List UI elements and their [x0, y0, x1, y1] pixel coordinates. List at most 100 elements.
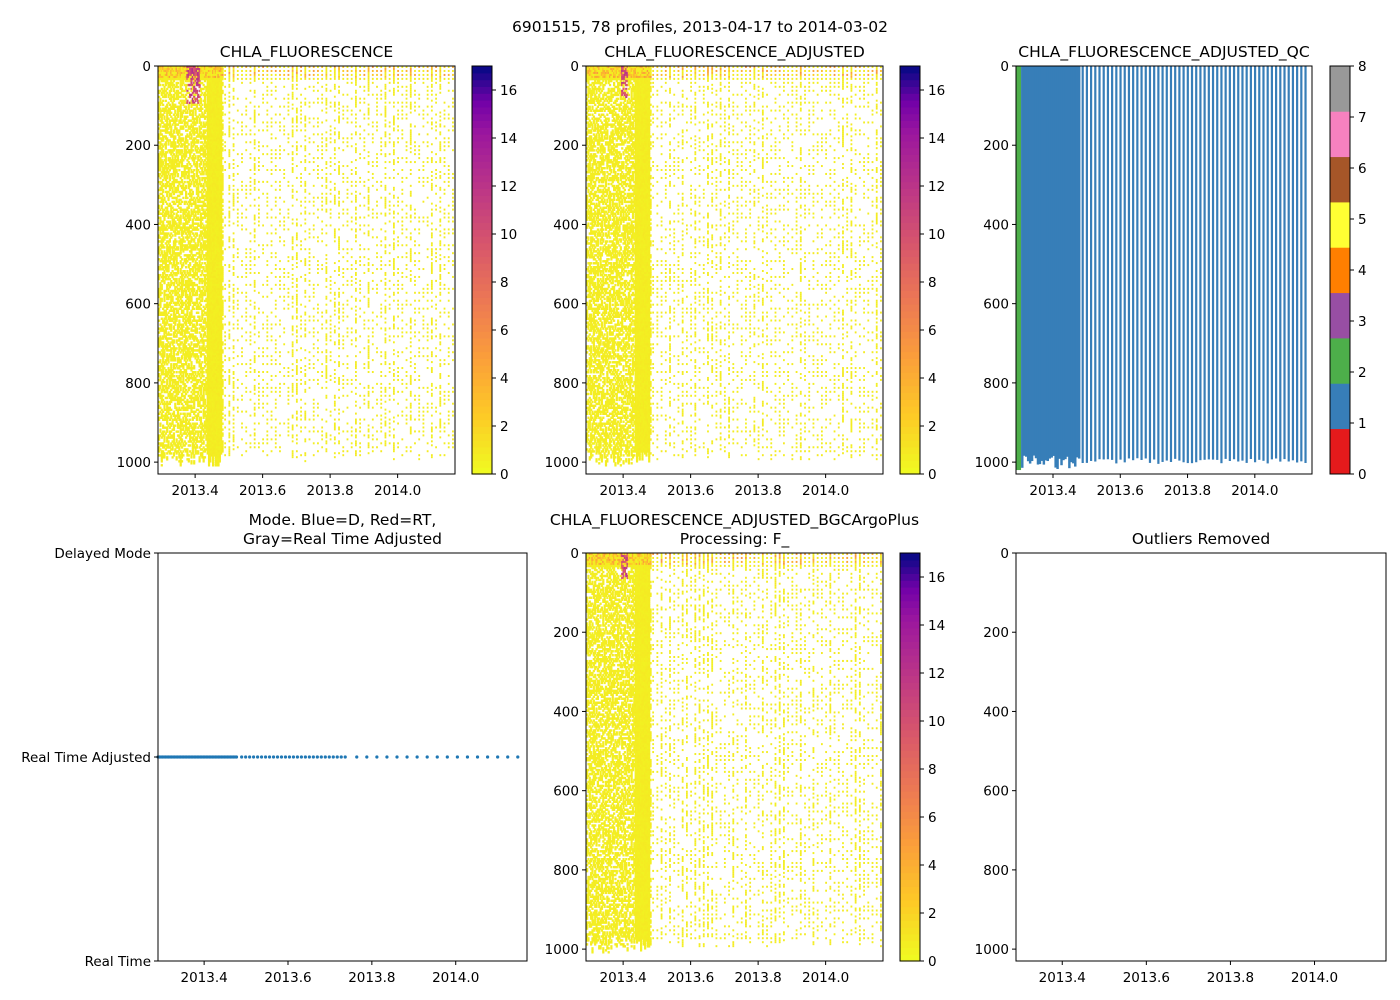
heatmap-cell: [194, 206, 197, 210]
heatmap-cell: [209, 337, 212, 340]
heatmap-cell: [162, 343, 165, 346]
heatmap-cell: [210, 436, 213, 439]
heatmap-cell: [159, 254, 162, 257]
heatmap-cell: [202, 390, 205, 394]
heatmap-cell: [194, 283, 197, 287]
heatmap-cell: [168, 204, 171, 208]
heatmap-cell: [201, 313, 204, 316]
heatmap-cell: [191, 335, 194, 338]
heatmap-cell: [187, 212, 190, 215]
heatmap-cell: [195, 180, 198, 184]
heatmap-cell: [174, 331, 177, 334]
heatmap-cell: [210, 442, 213, 445]
heatmap-cell: [197, 190, 200, 194]
heatmap-cell: [207, 194, 211, 198]
heatmap-cell: [170, 378, 173, 382]
heatmap-cell: [174, 161, 177, 164]
heatmap-cell: [199, 232, 203, 235]
heatmap-cell: [207, 196, 211, 200]
heatmap-cell: [170, 367, 173, 370]
heatmap-cell: [209, 281, 212, 285]
heatmap-cell: [190, 188, 193, 192]
heatmap-cell: [210, 289, 213, 293]
heatmap-cell: [194, 200, 197, 204]
heatmap-cell: [164, 232, 167, 235]
heatmap-cell: [170, 95, 173, 99]
heatmap-cell: [170, 66, 173, 69]
heatmap-cell: [158, 378, 161, 382]
heatmap-cell: [210, 440, 213, 443]
heatmap-cell: [195, 91, 198, 95]
heatmap-cell: [205, 234, 208, 237]
heatmap-cell: [195, 353, 198, 356]
heatmap-cell: [175, 226, 178, 229]
heatmap-cell: [180, 228, 184, 231]
heatmap-cell: [199, 422, 203, 425]
heatmap-cell: [202, 73, 205, 77]
heatmap-cell: [167, 167, 170, 170]
heatmap-cell: [210, 327, 213, 330]
heatmap-cell: [162, 236, 165, 239]
heatmap-cell: [194, 345, 197, 348]
heatmap-cell: [207, 394, 211, 398]
heatmap-cell: [209, 174, 212, 178]
heatmap-cell: [209, 79, 212, 83]
heatmap-cell: [158, 194, 161, 198]
heatmap-cell: [193, 422, 196, 425]
heatmap-cell: [199, 67, 203, 71]
heatmap-cell: [212, 174, 215, 178]
heatmap-cell: [158, 234, 161, 237]
heatmap-cell: [209, 331, 212, 334]
heatmap-cell: [210, 365, 213, 368]
heatmap-cell: [159, 147, 162, 150]
heatmap-cell: [209, 228, 212, 231]
heatmap-cell: [190, 147, 193, 150]
heatmap-cell: [160, 380, 163, 384]
heatmap-cell: [175, 165, 178, 168]
heatmap-cell: [178, 226, 181, 229]
heatmap-cell: [190, 244, 193, 247]
heatmap-cell: [172, 99, 176, 103]
heatmap-cell: [195, 131, 198, 134]
heatmap-cell: [202, 424, 205, 427]
heatmap-cell: [195, 121, 198, 124]
heatmap-cell: [199, 266, 203, 269]
heatmap-cell: [209, 83, 212, 87]
heatmap-cell: [206, 327, 209, 330]
heatmap-cell: [186, 422, 189, 425]
heatmap-cell: [159, 402, 162, 406]
heatmap-cell: [202, 153, 205, 156]
heatmap-cell: [175, 151, 178, 154]
heatmap-cell: [162, 135, 165, 138]
heatmap-cell: [164, 129, 167, 132]
heatmap-cell: [193, 210, 196, 213]
heatmap-cell: [167, 361, 170, 364]
heatmap-cell: [201, 66, 204, 69]
heatmap-cell: [179, 103, 182, 107]
heatmap-cell: [207, 262, 211, 265]
heatmap-cell: [206, 446, 209, 449]
heatmap-cell: [202, 200, 205, 204]
heatmap-cell: [179, 240, 182, 243]
heatmap-cell: [209, 333, 212, 336]
heatmap-cell: [164, 256, 167, 259]
heatmap-cell: [167, 436, 170, 439]
heatmap-cell: [194, 137, 197, 140]
heatmap-cell: [207, 67, 211, 71]
heatmap-cell: [182, 226, 185, 229]
heatmap-cell: [179, 372, 182, 376]
heatmap-cell: [185, 165, 188, 168]
heatmap-cell: [158, 103, 161, 107]
heatmap-cell: [185, 196, 188, 200]
heatmap-cell: [168, 371, 171, 374]
heatmap-cell: [186, 305, 189, 309]
heatmap-cell: [174, 196, 177, 200]
heatmap-cell: [168, 378, 171, 382]
heatmap-cell: [185, 323, 188, 326]
heatmap-cell: [172, 89, 176, 93]
heatmap-cell: [191, 254, 194, 257]
heatmap-cell: [171, 446, 174, 449]
heatmap-cell: [185, 363, 188, 366]
heatmap-cell: [203, 430, 207, 433]
heatmap-cell: [212, 222, 215, 225]
